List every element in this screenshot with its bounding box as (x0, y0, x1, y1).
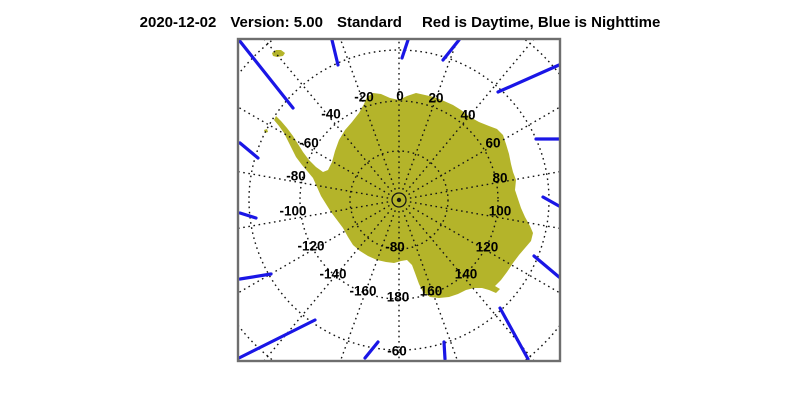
night-track-segment (441, 39, 461, 62)
title-legend: Red is Daytime, Blue is Nighttime (421, 14, 661, 31)
meridian-100 (409, 201, 560, 230)
meridian--80 (238, 170, 389, 199)
longitude-label-20: 20 (428, 91, 443, 106)
meridian--100 (238, 201, 389, 230)
pole-dot (396, 197, 402, 203)
meridian-40 (405, 39, 536, 193)
night-track-segment (238, 318, 317, 360)
meridian-160 (402, 210, 459, 361)
meridian-140 (405, 207, 536, 361)
night-track-segment (238, 39, 295, 110)
longitude-label--60: -60 (299, 136, 319, 151)
longitude-label--20: -20 (354, 90, 374, 105)
plot-title: 2020-12-02 Version: 5.00 Standard Red is… (0, 14, 800, 31)
meridian-20 (402, 39, 459, 190)
meridian--160 (339, 210, 396, 361)
longitude-label--40: -40 (321, 107, 341, 122)
night-track-segment (238, 211, 258, 220)
longitude-label-80: 80 (492, 171, 507, 186)
meridian--60 (238, 106, 390, 196)
longitude-label-0: 0 (396, 89, 404, 104)
meridian--20 (339, 39, 396, 190)
meridian--140 (262, 207, 393, 361)
longitude-label-100: 100 (489, 204, 512, 219)
night-track-segment (330, 39, 340, 67)
night-track-segment (532, 254, 560, 279)
night-track-segment (541, 195, 560, 208)
night-track-segment (400, 39, 410, 60)
longitude-label--140: -140 (319, 267, 346, 282)
latitude-label--80: -80 (385, 240, 405, 255)
night-track-segment (363, 340, 380, 360)
longitude-label-40: 40 (460, 108, 475, 123)
longitude-label--100: -100 (279, 204, 306, 219)
meridian--40 (262, 39, 393, 193)
pole-circle (391, 192, 407, 208)
meridian-120 (408, 204, 560, 294)
longitude-label--120: -120 (297, 239, 324, 254)
night-track-segment (498, 306, 530, 361)
night-track-segment (238, 141, 260, 160)
title-date: 2020-12-02 (139, 14, 217, 31)
longitude-label--160: -160 (349, 284, 376, 299)
meridian-80 (409, 170, 560, 199)
longitude-label-120: 120 (476, 240, 499, 255)
night-track-segment (238, 272, 273, 281)
map-border (236, 37, 562, 363)
longitude-label--80: -80 (286, 169, 306, 184)
map-area: 0 20 40 60 80 100 120 140 160 180 -160-140 -120 -100… (238, 39, 560, 361)
longitude-label-60: 60 (485, 136, 500, 151)
latitude-circle--80 (349, 150, 449, 250)
night-track-segment (442, 340, 447, 361)
meridian--120 (238, 204, 390, 294)
latitude-label--60: -60 (387, 344, 407, 359)
longitude-label-160: 160 (420, 284, 443, 299)
latitude-circle--70 (299, 100, 499, 300)
longitude-label-180: 180 (387, 290, 410, 305)
title-mode: Standard (336, 14, 402, 31)
night-track-segment (496, 63, 560, 94)
meridian-60 (408, 106, 560, 196)
longitude-label-140: 140 (455, 267, 478, 282)
title-version: Version: 5.00 (230, 14, 323, 31)
